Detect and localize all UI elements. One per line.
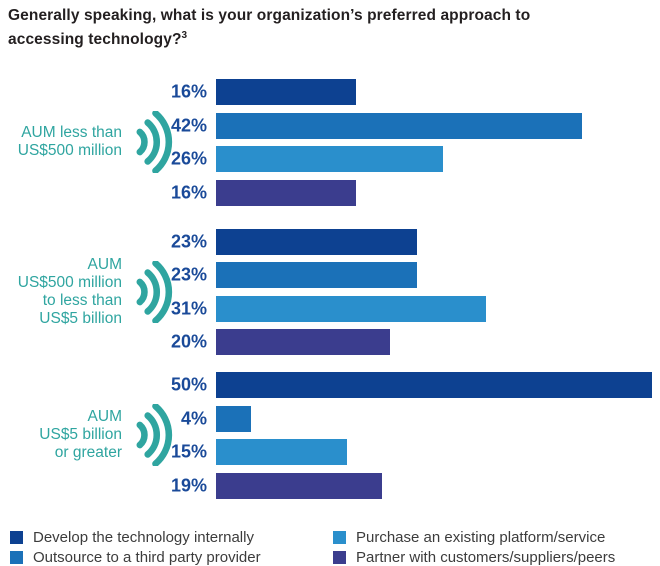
bar-develop-internally bbox=[216, 228, 417, 255]
value-label: 16% bbox=[170, 81, 207, 102]
bar-row: 20% bbox=[171, 329, 486, 356]
bar-purchase-platform bbox=[216, 146, 443, 173]
bar-row: 50% bbox=[171, 372, 652, 399]
bar-row: 19% bbox=[171, 472, 652, 499]
group-label-line: US$5 billion bbox=[39, 309, 122, 327]
bar-row: 15% bbox=[171, 439, 652, 466]
bar-group: 16% 42% 26% 16% bbox=[171, 79, 583, 206]
legend-label: Develop the technology internally bbox=[33, 529, 254, 547]
group-label-line: AUM less than bbox=[21, 124, 122, 142]
bar-row: 26% bbox=[171, 146, 582, 173]
chart-title-text: Generally speaking, what is your organiz… bbox=[8, 7, 531, 49]
value-label: 42% bbox=[170, 115, 207, 136]
bar-row: 31% bbox=[171, 295, 487, 322]
group-label-under-500m: AUM less than US$500 million bbox=[0, 124, 122, 160]
group-label-500m-to-5b: AUM US$500 million to less than US$5 bil… bbox=[0, 256, 122, 328]
value-label: 23% bbox=[170, 264, 207, 285]
legend-label: Purchase an existing platform/service bbox=[356, 529, 606, 547]
bar-row: 42% bbox=[171, 112, 583, 139]
group-label-line: to less than bbox=[42, 291, 122, 309]
bar-row: 23% bbox=[171, 228, 486, 255]
signal-arcs-icon bbox=[122, 404, 182, 467]
bar-purchase-platform bbox=[216, 439, 347, 466]
legend-item-partner: Partner with customers/suppliers/peers bbox=[333, 548, 660, 566]
chart-legend: Develop the technology internally Purcha… bbox=[10, 528, 660, 566]
value-label: 31% bbox=[170, 298, 207, 319]
aum-group-500m-to-5b: AUM US$500 million to less than US$5 bil… bbox=[0, 228, 660, 356]
value-label: 19% bbox=[170, 475, 207, 496]
value-label: 23% bbox=[170, 231, 207, 252]
legend-swatch-purchase bbox=[333, 531, 346, 545]
signal-arcs-icon bbox=[122, 260, 182, 323]
legend-label: Outsource to a third party provider bbox=[33, 549, 261, 566]
legend-label: Partner with customers/suppliers/peers bbox=[356, 549, 616, 566]
footnote-marker: 3 bbox=[181, 30, 188, 41]
value-label: 16% bbox=[170, 182, 207, 203]
bar-partner-customers bbox=[216, 179, 356, 206]
legend-item-purchase: Purchase an existing platform/service bbox=[333, 528, 660, 548]
aum-group-under-500m: AUM less than US$500 million 16% 42% 26% bbox=[0, 79, 660, 206]
group-label-line: or greater bbox=[54, 444, 122, 462]
aum-group-over-5b: AUM US$5 billion or greater 50% 4% 15% bbox=[0, 372, 660, 499]
bar-develop-internally bbox=[216, 79, 356, 106]
bar-develop-internally bbox=[216, 372, 652, 399]
legend-item-develop: Develop the technology internally bbox=[10, 528, 333, 548]
group-label-line: US$500 million bbox=[17, 273, 122, 291]
value-label: 4% bbox=[180, 408, 207, 429]
legend-swatch-outsource bbox=[10, 551, 23, 565]
chart-title: Generally speaking, what is your organiz… bbox=[8, 6, 608, 50]
legend-item-outsource: Outsource to a third party provider bbox=[10, 548, 333, 566]
group-label-over-5b: AUM US$5 billion or greater bbox=[0, 408, 122, 462]
legend-swatch-develop bbox=[10, 531, 23, 545]
value-label: 26% bbox=[170, 148, 207, 169]
bar-row: 16% bbox=[171, 79, 582, 106]
bar-row: 4% bbox=[181, 405, 652, 432]
legend-swatch-partner bbox=[333, 551, 346, 565]
bar-outsource-third-party bbox=[216, 112, 583, 139]
bar-partner-customers bbox=[216, 472, 382, 499]
bar-partner-customers bbox=[216, 329, 391, 356]
group-label-line: AUM bbox=[87, 408, 122, 426]
group-label-line: US$500 million bbox=[17, 142, 122, 160]
bar-group: 23% 23% 31% 20% bbox=[171, 228, 487, 356]
value-label: 50% bbox=[170, 374, 207, 395]
value-label: 20% bbox=[170, 331, 207, 352]
bar-purchase-platform bbox=[216, 295, 487, 322]
bar-row: 23% bbox=[171, 262, 486, 289]
bar-outsource-third-party bbox=[216, 262, 417, 289]
signal-arcs-icon bbox=[122, 111, 182, 174]
value-label: 15% bbox=[170, 441, 207, 462]
group-label-line: US$5 billion bbox=[39, 426, 122, 444]
group-label-line: AUM bbox=[87, 255, 122, 273]
bar-group: 50% 4% 15% 19% bbox=[171, 372, 652, 499]
bar-outsource-third-party bbox=[216, 405, 251, 432]
bar-row: 16% bbox=[171, 179, 582, 206]
